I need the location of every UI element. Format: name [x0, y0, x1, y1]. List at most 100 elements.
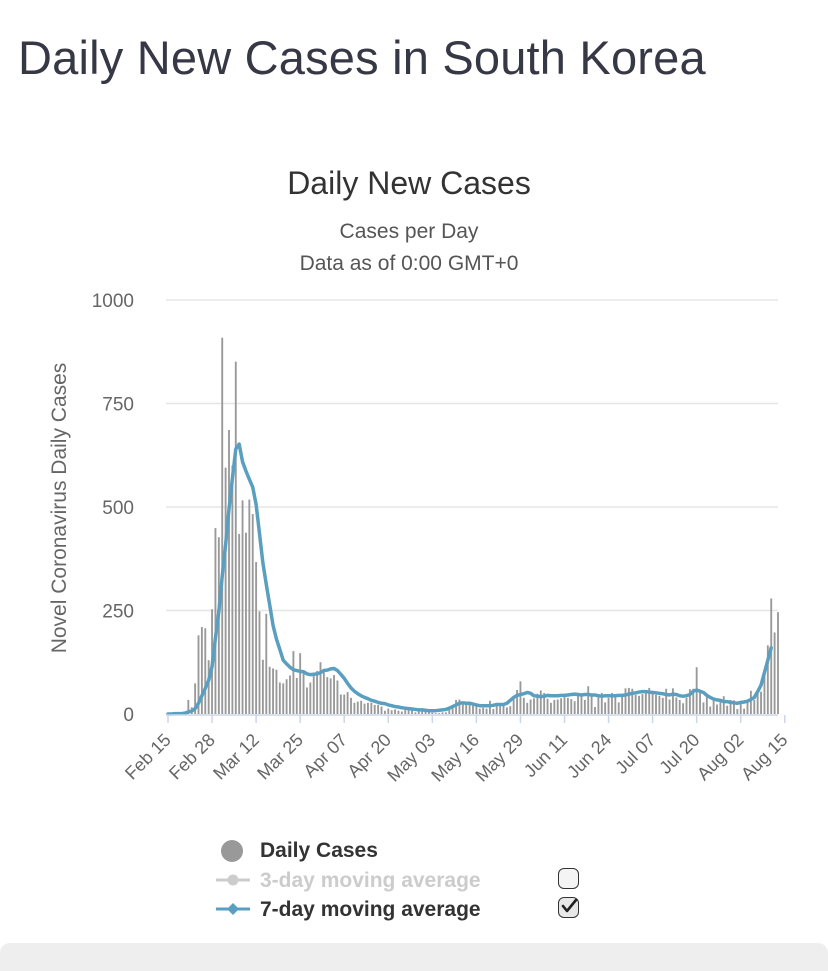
daily-case-bar	[509, 706, 512, 714]
daily-case-bar	[387, 708, 390, 714]
daily-case-bar	[377, 704, 380, 714]
x-tick-label: Feb 28	[165, 730, 219, 784]
daily-case-bar	[214, 528, 217, 714]
toggle-checkbox[interactable]	[558, 868, 579, 889]
daily-case-bar	[736, 709, 739, 714]
daily-case-bar	[638, 695, 640, 714]
daily-case-bar	[651, 693, 654, 714]
daily-case-bar	[746, 702, 749, 714]
legend-item-daily-cases[interactable]: Daily Cases	[210, 836, 600, 864]
daily-case-bar	[434, 713, 437, 714]
daily-case-bar	[773, 632, 776, 714]
daily-case-bar	[482, 707, 485, 714]
grid-lines	[166, 299, 778, 612]
daily-case-bar	[526, 702, 529, 714]
daily-case-bar	[539, 690, 542, 714]
daily-case-bar	[241, 500, 244, 714]
legend-label: 3-day moving average	[260, 869, 481, 892]
x-tick-label: Jul 07	[611, 730, 659, 778]
bottom-panel	[0, 943, 828, 971]
daily-case-bar	[478, 708, 481, 714]
daily-case-bar	[631, 688, 634, 714]
chart-title: Daily New Cases	[287, 165, 531, 201]
daily-case-bar	[306, 687, 308, 714]
daily-case-bar	[739, 701, 742, 714]
gray-circle-icon	[210, 836, 252, 864]
daily-case-bar	[611, 692, 613, 714]
daily-case-bar	[316, 670, 319, 714]
daily-case-bar	[411, 710, 413, 714]
daily-case-bar	[187, 699, 190, 714]
daily-case-bar	[624, 688, 627, 714]
daily-case-bar	[577, 693, 579, 714]
daily-case-bar	[499, 704, 502, 714]
daily-case-bar	[580, 695, 583, 714]
seven-day-average-line	[166, 442, 773, 716]
daily-case-bar	[634, 694, 637, 714]
toggle-checkbox[interactable]	[558, 897, 579, 918]
daily-case-bar	[356, 701, 359, 714]
daily-case-bar	[709, 706, 712, 714]
daily-case-bar	[346, 692, 349, 714]
daily-case-bar	[743, 708, 746, 714]
daily-case-bar	[621, 696, 624, 714]
daily-case-bar	[373, 704, 376, 714]
y-tick-label: 250	[102, 602, 134, 623]
daily-case-bar	[404, 709, 407, 714]
daily-case-bar	[655, 694, 657, 714]
daily-case-bar	[627, 687, 630, 714]
daily-case-bar	[719, 701, 722, 714]
daily-case-bar	[441, 712, 444, 714]
daily-case-bar	[529, 699, 532, 714]
y-tick-label: 1000	[92, 291, 134, 312]
daily-case-bar	[668, 699, 671, 714]
daily-case-bar	[519, 681, 522, 714]
y-tick-label: 0	[123, 705, 134, 726]
legend-item-7-day-average[interactable]: 7-day moving average	[210, 895, 600, 923]
daily-case-bar	[570, 699, 573, 714]
daily-case-bar	[468, 701, 471, 714]
daily-case-bar	[360, 700, 363, 714]
line-marker-icon	[210, 866, 252, 894]
daily-case-bar	[516, 689, 518, 714]
x-tick-label: Feb 15	[121, 730, 175, 784]
daily-case-bar	[675, 697, 678, 714]
daily-case-bar	[414, 712, 417, 714]
x-tick-label: Aug 02	[693, 730, 747, 784]
x-tick-label: Jun 11	[520, 730, 571, 781]
daily-case-bar	[472, 702, 474, 714]
daily-case-bar	[729, 699, 732, 714]
daily-case-bar	[465, 703, 468, 714]
daily-case-bar	[760, 691, 762, 714]
daily-case-bar	[322, 672, 325, 714]
diamond-line-icon	[210, 895, 252, 923]
daily-case-bar	[336, 680, 339, 714]
x-tick-label: Jun 24	[563, 730, 615, 782]
daily-cases-bars	[170, 337, 779, 714]
daily-case-bar	[607, 697, 610, 714]
daily-case-bar	[543, 692, 546, 714]
daily-case-bar	[367, 702, 369, 714]
daily-case-bar	[594, 706, 596, 714]
daily-case-bar	[451, 706, 454, 714]
daily-case-bar	[688, 689, 691, 714]
daily-case-bar	[272, 668, 274, 714]
daily-case-bar	[302, 673, 305, 714]
daily-case-bar	[224, 467, 227, 714]
daily-case-bar	[251, 514, 254, 714]
daily-case-bar	[563, 693, 566, 714]
daily-case-bar	[699, 689, 701, 714]
chart-data-date: Data as of 0:00 GMT+0	[299, 252, 519, 275]
daily-case-bar	[712, 699, 715, 714]
daily-case-bar	[692, 688, 695, 714]
daily-case-bar	[268, 666, 271, 714]
daily-case-bar	[553, 699, 556, 714]
daily-case-bar	[546, 698, 549, 714]
x-tick-label: May 29	[471, 730, 527, 786]
chart-subtitle: Cases per Day	[339, 220, 479, 243]
daily-case-bar	[756, 689, 759, 714]
daily-case-bar	[749, 690, 752, 714]
daily-case-bar	[766, 645, 769, 714]
daily-case-bar	[363, 703, 366, 714]
legend-item-3-day-average[interactable]: 3-day moving average	[210, 866, 600, 894]
